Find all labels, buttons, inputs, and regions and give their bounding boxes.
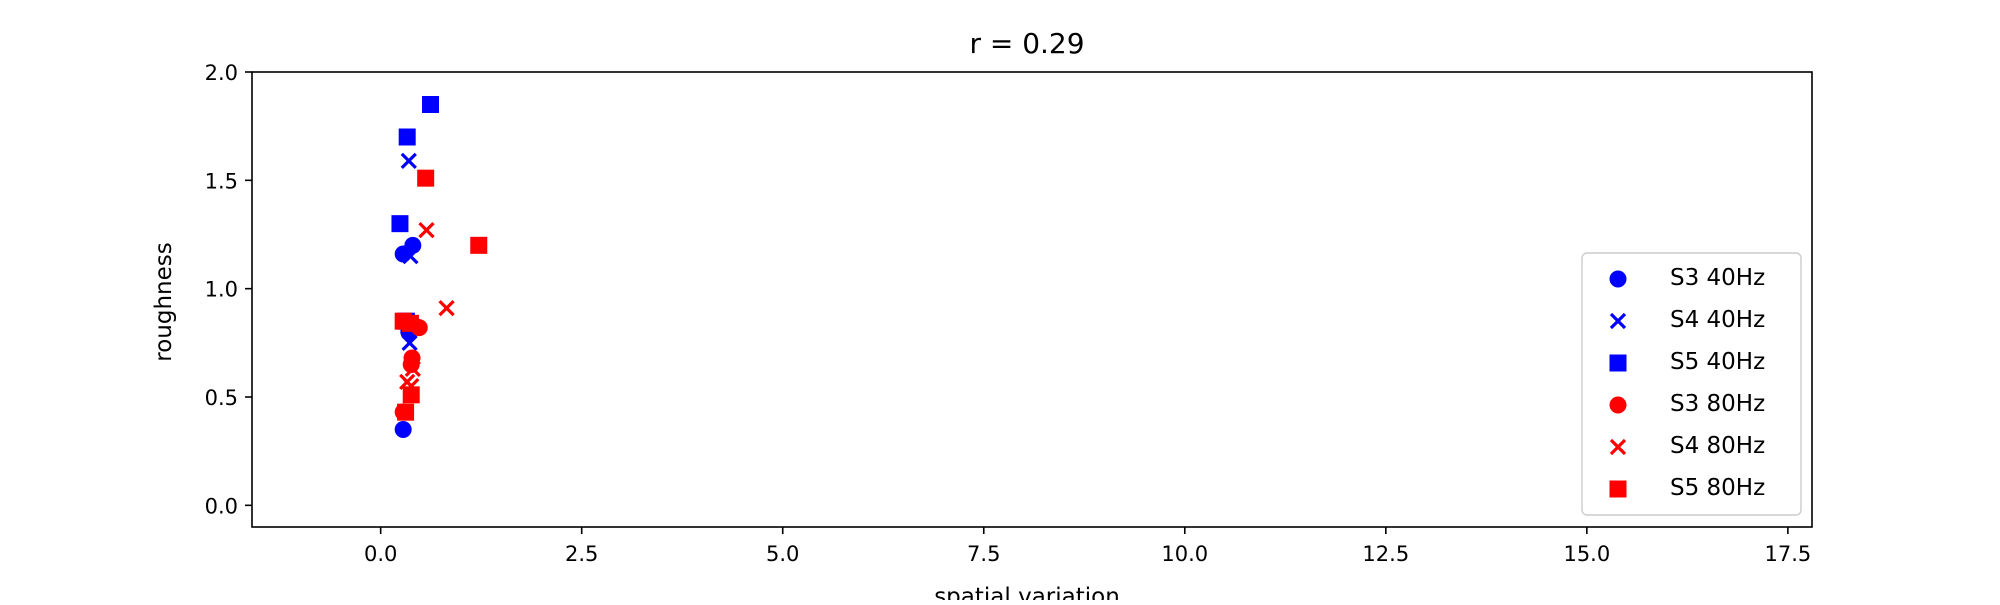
data-point bbox=[470, 236, 488, 254]
legend-marker bbox=[1609, 396, 1627, 414]
legend-marker bbox=[1609, 438, 1627, 456]
x-tick-label: 10.0 bbox=[1161, 542, 1208, 566]
data-point bbox=[398, 128, 416, 146]
data-point bbox=[397, 403, 415, 421]
data-point bbox=[422, 96, 440, 113]
x-tick-label: 15.0 bbox=[1563, 542, 1610, 566]
y-axis-label: roughness bbox=[151, 242, 177, 361]
legend-item: S4 40Hz bbox=[1609, 307, 1765, 333]
data-point bbox=[400, 152, 417, 169]
data-point bbox=[402, 248, 419, 265]
plot-area-frame bbox=[251, 71, 1813, 528]
x-tick-label: 17.5 bbox=[1764, 542, 1811, 566]
x-tick-label: 12.5 bbox=[1362, 542, 1409, 566]
legend-marker bbox=[1609, 354, 1627, 372]
legend-marker bbox=[1609, 270, 1627, 288]
legend-box bbox=[1581, 252, 1802, 516]
x-tick-label: 0.0 bbox=[364, 542, 397, 566]
chart-title: r = 0.29 bbox=[969, 27, 1084, 60]
y-tick-label: 2.0 bbox=[205, 61, 238, 85]
data-point bbox=[401, 334, 418, 351]
data-point bbox=[404, 360, 421, 377]
data-point bbox=[417, 169, 435, 187]
legend: S3 40Hz S4 40Hz S5 40Hz S3 80Hz S4 80Hz S5 80… bbox=[1581, 252, 1802, 516]
legend-label: S4 40Hz bbox=[1670, 307, 1765, 333]
x-tick-label: 2.5 bbox=[565, 542, 598, 566]
legend-label: S4 80Hz bbox=[1670, 433, 1765, 459]
data-point bbox=[401, 314, 419, 332]
legend-item: S5 40Hz bbox=[1609, 349, 1765, 375]
legend-marker bbox=[1609, 312, 1627, 330]
legend-label: S5 40Hz bbox=[1670, 349, 1765, 375]
legend-label: S3 40Hz bbox=[1670, 265, 1765, 291]
x-tick-label: 5.0 bbox=[766, 542, 799, 566]
data-point bbox=[438, 300, 455, 317]
legend-item: S3 40Hz bbox=[1609, 265, 1765, 291]
legend-item: S4 80Hz bbox=[1609, 433, 1765, 459]
legend-label: S5 80Hz bbox=[1670, 475, 1765, 501]
legend-item: S3 80Hz bbox=[1609, 391, 1765, 417]
y-tick-label: 1.5 bbox=[205, 169, 238, 193]
x-tick-label: 7.5 bbox=[967, 542, 1000, 566]
y-tick-label: 0.0 bbox=[205, 494, 238, 518]
y-tick-label: 0.5 bbox=[205, 386, 238, 410]
legend-label: S3 80Hz bbox=[1670, 391, 1765, 417]
data-point bbox=[391, 215, 409, 233]
legend-item: S5 80Hz bbox=[1609, 475, 1765, 501]
data-point bbox=[394, 421, 412, 438]
data-points bbox=[391, 96, 488, 438]
y-tick-label: 1.0 bbox=[205, 278, 238, 302]
data-point bbox=[418, 222, 435, 239]
series-s5-80hz bbox=[394, 169, 488, 421]
axis-ticks: 0.0 2.5 5.0 7.5 10.0 12.5 15.0 17.5 0.0 0.5 1.0 1.5… bbox=[205, 61, 1812, 566]
legend-marker bbox=[1609, 480, 1627, 498]
data-point bbox=[402, 386, 420, 404]
x-axis-label: spatial variation bbox=[934, 584, 1120, 600]
